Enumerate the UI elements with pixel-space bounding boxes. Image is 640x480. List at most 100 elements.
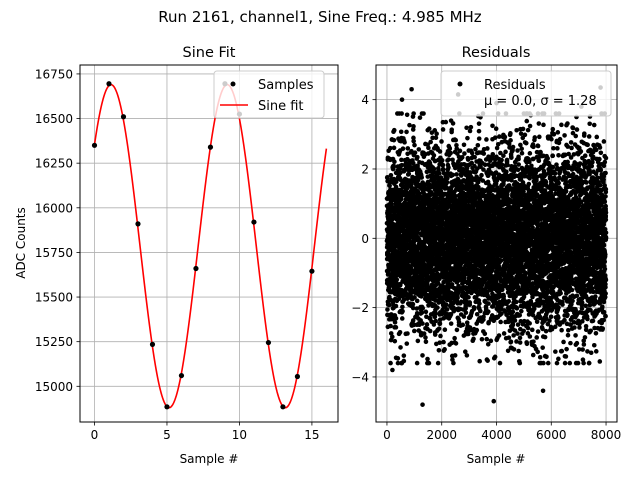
- legend-samples-label: Samples: [258, 78, 314, 93]
- residual-point: [425, 356, 430, 362]
- sample-point: [193, 265, 199, 272]
- residual-point: [512, 318, 518, 323]
- residual-point: [442, 327, 448, 333]
- residual-point: [412, 150, 418, 156]
- residual-point: [471, 306, 477, 312]
- residual-point: [420, 321, 425, 326]
- residual-point: [434, 131, 439, 137]
- residual-point: [508, 138, 513, 143]
- residual-point: [438, 175, 444, 180]
- y-tick-label: 15000: [35, 380, 73, 394]
- residual-point: [433, 318, 439, 324]
- residual-point: [419, 175, 425, 180]
- residual-point: [442, 347, 447, 352]
- sample-point: [178, 372, 185, 379]
- residual-point: [477, 358, 483, 364]
- residual-point: [393, 303, 399, 309]
- residual-point: [516, 162, 521, 167]
- residual-point: [499, 162, 505, 168]
- residual-point: [392, 338, 398, 344]
- residual-point: [461, 314, 467, 319]
- residual-point: [509, 155, 514, 160]
- sine-fit-title: Sine Fit: [183, 45, 236, 61]
- residual-point: [440, 162, 446, 168]
- residual-point: [452, 335, 457, 341]
- residual-point: [426, 145, 431, 151]
- residuals-series: [384, 85, 609, 407]
- residual-point: [437, 321, 443, 326]
- residual-point: [457, 148, 463, 154]
- y-tick-label: 15250: [35, 335, 73, 349]
- residual-point: [513, 299, 519, 305]
- sample-point: [106, 81, 112, 87]
- residual-point: [405, 146, 411, 151]
- residual-point: [484, 336, 490, 342]
- residual-point: [501, 331, 507, 336]
- residual-point: [436, 348, 442, 353]
- residual-point: [398, 196, 404, 202]
- residual-point: [411, 111, 416, 116]
- residual-point: [388, 323, 393, 329]
- residual-point: [404, 186, 410, 192]
- sample-point: [91, 142, 98, 148]
- residual-point: [414, 306, 420, 311]
- residual-point: [444, 302, 449, 307]
- residual-point: [466, 294, 471, 300]
- residual-point: [399, 316, 405, 321]
- sample-point: [309, 268, 315, 274]
- residual-point: [388, 173, 394, 178]
- residual-point: [446, 165, 451, 170]
- residual-point: [451, 360, 456, 366]
- residual-point: [517, 312, 523, 318]
- residual-point: [412, 142, 417, 148]
- residual-point: [400, 308, 405, 314]
- residual-point: [401, 353, 407, 358]
- residual-point: [398, 129, 404, 135]
- residual-point: [496, 333, 502, 338]
- legend-samples-marker: [230, 81, 236, 87]
- residual-point: [399, 111, 404, 116]
- residual-point: [471, 336, 476, 342]
- residual-point: [473, 146, 478, 152]
- residual-point: [397, 329, 403, 335]
- residual-point: [467, 128, 473, 134]
- residual-point: [404, 129, 409, 135]
- y-tick-label: 15750: [35, 246, 73, 260]
- residual-point: [389, 217, 395, 223]
- residual-point: [436, 171, 442, 176]
- residual-point: [492, 135, 498, 140]
- residual-point: [391, 145, 397, 151]
- residual-point: [502, 134, 508, 140]
- residual-point: [479, 336, 485, 342]
- residual-point: [517, 335, 523, 341]
- residual-point: [439, 139, 444, 144]
- residual-point: [431, 322, 437, 327]
- residual-point: [454, 327, 460, 333]
- residual-point: [416, 147, 422, 152]
- residual-point: [516, 156, 521, 162]
- residual-point: [508, 339, 514, 345]
- residual-point: [433, 135, 439, 140]
- x-tick-label: 5: [163, 428, 171, 442]
- residual-point: [420, 305, 426, 311]
- residual-point: [398, 170, 403, 176]
- x-tick-label: 10: [232, 428, 247, 442]
- residual-point: [435, 305, 440, 310]
- residual-point: [388, 331, 394, 336]
- residual-point: [426, 126, 432, 131]
- residual-point: [391, 137, 397, 143]
- residual-point: [399, 162, 405, 168]
- residual-point: [497, 360, 503, 366]
- residual-point: [421, 261, 427, 267]
- residual-point: [485, 358, 490, 363]
- residual-point: [410, 160, 416, 166]
- sine-fit-ticks: 0 5 10 151500015250155001575016000162501650…: [35, 67, 320, 442]
- residual-point: [395, 360, 401, 366]
- residual-point: [423, 339, 429, 345]
- residual-point: [407, 122, 412, 128]
- sample-point: [207, 144, 214, 150]
- residual-point: [503, 149, 508, 155]
- residual-point: [475, 142, 481, 148]
- sine-fit-line: [93, 83, 328, 409]
